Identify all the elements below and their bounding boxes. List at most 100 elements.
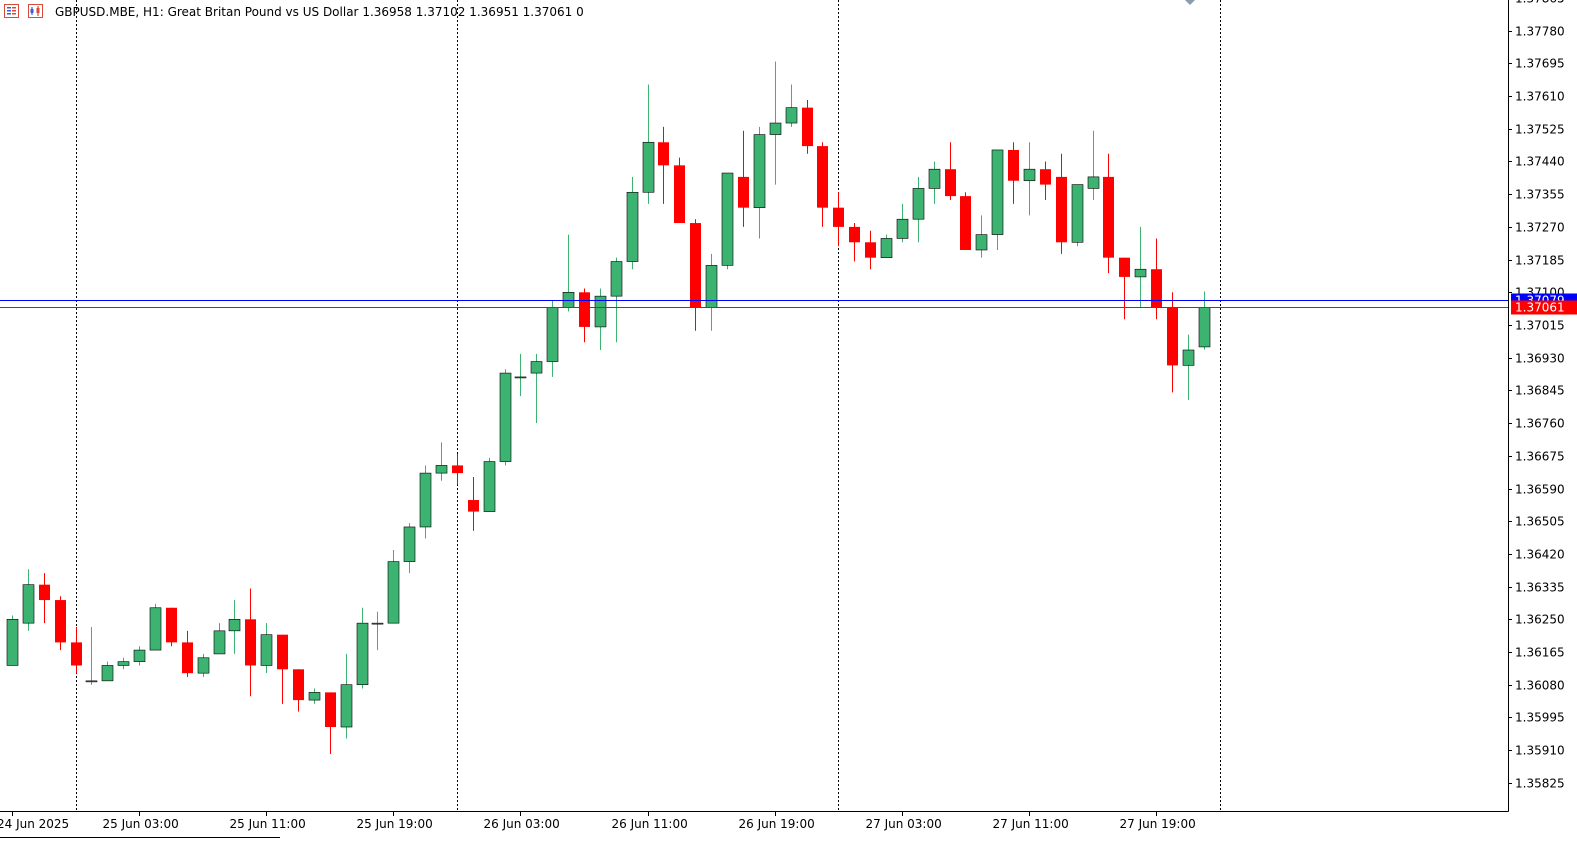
candle-body [133,649,146,662]
candle [849,223,860,262]
candle [245,588,256,697]
candle [1151,238,1162,320]
candle [260,623,273,674]
price-tick-label: 1.36845 [1515,384,1565,398]
candle-body [705,265,718,308]
chart-frame [0,0,1509,838]
candle [817,142,828,227]
candle [1008,142,1019,204]
candle-body [166,607,177,643]
candle-body [22,584,35,624]
price-tick-label: 1.36760 [1515,417,1565,431]
candle-body [562,291,575,308]
candle [101,661,114,682]
candle [340,653,353,739]
candle [197,653,210,678]
candle [277,634,288,704]
day-separators [76,0,1221,811]
candle-body [182,642,193,674]
candle-body [245,619,256,666]
candle [705,253,718,331]
candle [865,230,876,270]
candle-body [1119,257,1130,277]
chart-list-icon[interactable] [4,4,19,18]
candle-body [325,692,336,728]
price-tick-label: 1.36420 [1515,548,1565,562]
candle [293,669,304,712]
chart-title: GBPUSD.MBE, H1: Great Britan Pound vs US… [55,5,584,19]
candle-body [468,500,479,512]
chart-header: GBPUSD.MBE, H1: Great Britan Pound vs US… [4,0,1195,19]
price-tick-label: 1.37015 [1515,319,1565,333]
candle [1040,161,1051,200]
price-tick-label: 1.37270 [1515,221,1565,235]
candle-body [371,622,384,625]
price-axis[interactable]: 1.37865 1.37780 1.37695 1.37610 1.37525 1.374… [1508,0,1577,791]
candle-body [435,465,448,474]
candle-body [403,526,416,562]
candle [213,623,226,655]
time-tick-label: 27 Jun 03:00 [866,817,942,831]
candle [753,126,766,239]
candle-body [452,465,463,474]
candle [721,172,734,270]
candle-body [579,292,590,327]
candle-body [419,472,432,528]
candle [1103,153,1114,274]
ohlc-open: 1.36958 [362,5,412,19]
candle [22,569,35,631]
candle-body [975,234,988,251]
candle [928,161,941,204]
candle-body [1134,268,1147,278]
candle-body [1056,176,1067,243]
price-lines [0,300,1508,308]
candle-body [802,107,813,147]
shift-marker-icon[interactable] [1185,0,1195,5]
candle-body [197,657,210,674]
price-tick-label: 1.37355 [1515,188,1565,202]
candle-body [499,372,512,462]
candle [802,99,813,154]
price-tick-label: 1.36250 [1515,613,1565,627]
candle [166,607,177,647]
candle-body [101,665,114,682]
candle [991,149,1004,250]
candle [371,611,384,651]
price-tick-label: 1.36930 [1515,352,1565,366]
chart-type-icon[interactable] [28,4,43,18]
candle-body [849,226,860,243]
price-tick-label: 1.37695 [1515,57,1565,71]
price-tick-label: 1.36165 [1515,646,1565,660]
candle-body [594,295,607,328]
candle-body [228,618,241,632]
candle-body [912,188,925,220]
candle [1071,184,1084,247]
candle [499,369,512,466]
time-tick-label: 25 Jun 11:00 [230,817,306,831]
candle-body [1182,349,1195,366]
candle-body [530,361,543,374]
price-tick-label: 1.37185 [1515,254,1565,268]
candle-body [658,142,669,166]
candle-body [1103,176,1114,258]
candle-body [117,661,130,666]
candle-body [149,607,162,651]
time-tick-label: 27 Jun 19:00 [1120,817,1196,831]
candle [658,126,669,204]
candle [594,288,607,351]
candle-body [991,149,1004,235]
price-tick-label: 1.35995 [1515,711,1565,725]
candle-body [610,261,623,297]
time-tick-label: 26 Jun 11:00 [612,817,688,831]
time-axis[interactable]: 24 Jun 2025 25 Jun 03:00 25 Jun 11:00 25 Ju… [0,811,1196,831]
candle [975,215,988,258]
symbol-name: GBPUSD.MBE [55,5,135,19]
candle [483,457,496,512]
candle-body [690,223,701,308]
candle [228,600,241,654]
candle-body [626,191,639,262]
candle-body [960,196,971,250]
candle-body [356,622,369,685]
